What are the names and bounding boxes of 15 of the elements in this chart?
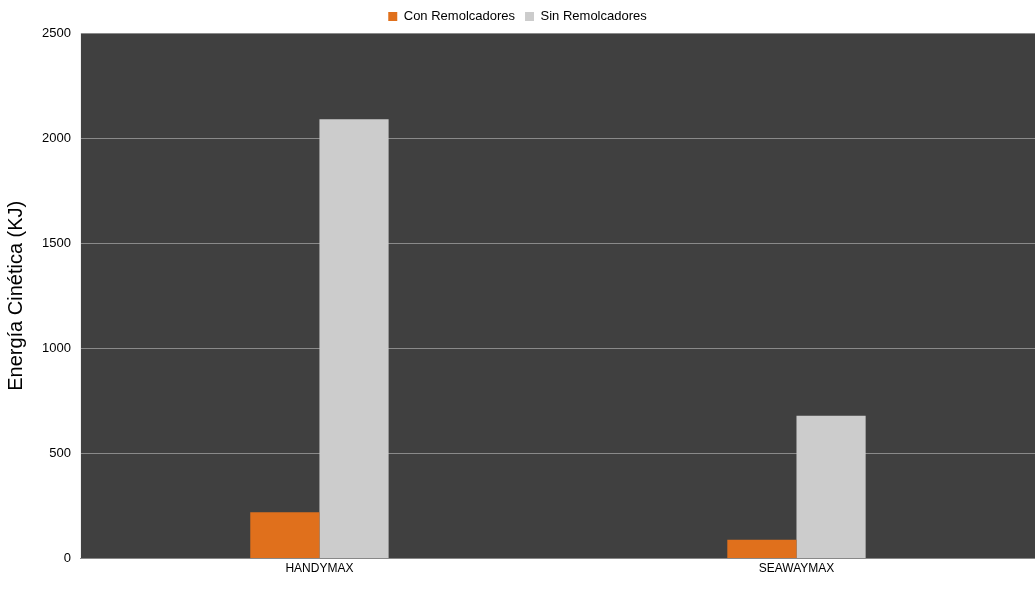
y-tick-label: 2000 xyxy=(42,129,71,145)
y-tick-label: 1000 xyxy=(42,339,71,355)
x-tick-label: HANDYMAX xyxy=(285,561,354,576)
bar xyxy=(796,415,866,559)
legend-label: Con Remolcadores xyxy=(403,8,516,24)
bar xyxy=(250,512,320,559)
y-tick-label: 0 xyxy=(63,550,71,566)
y-tick-label: 1500 xyxy=(42,234,71,250)
bar xyxy=(727,539,797,559)
bar xyxy=(319,119,389,559)
y-axis-title: Energía Cinética (KJ) xyxy=(3,200,26,391)
legend-label: Sin Remolcadores xyxy=(540,8,648,24)
y-tick-label: 2500 xyxy=(42,24,71,40)
y-tick-label: 500 xyxy=(49,445,71,461)
x-tick-label: SEAWAYMAX xyxy=(758,561,835,576)
